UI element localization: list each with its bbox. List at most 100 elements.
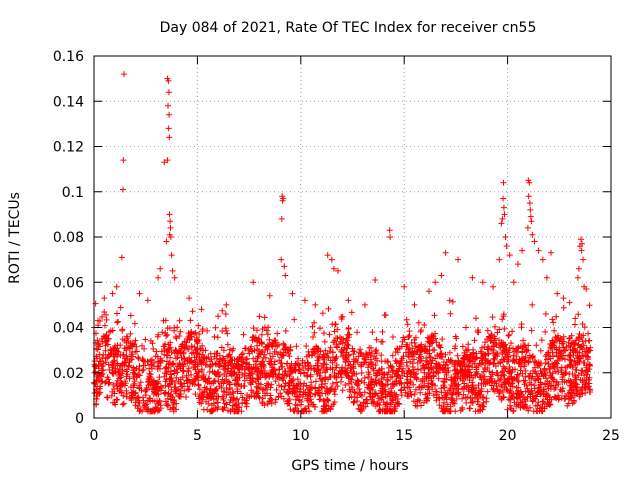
data-point [148, 408, 155, 415]
data-point [311, 329, 318, 336]
data-point [501, 376, 508, 382]
data-point [538, 337, 545, 344]
data-point [270, 366, 277, 373]
data-point [412, 350, 418, 357]
data-point [393, 378, 400, 385]
data-point [394, 396, 401, 402]
data-point [220, 397, 227, 403]
data-point [211, 369, 218, 376]
data-point [479, 355, 486, 362]
data-point [561, 395, 568, 402]
data-point [253, 394, 260, 401]
data-point [240, 331, 247, 338]
data-point [243, 403, 250, 410]
data-point [114, 319, 121, 326]
data-point [520, 337, 527, 344]
data-point [369, 394, 376, 401]
data-point [196, 399, 203, 406]
data-point [192, 375, 199, 382]
data-point [368, 360, 375, 367]
data-point [403, 373, 410, 380]
data-point [471, 337, 478, 344]
data-point [327, 374, 334, 381]
data-point [426, 343, 433, 350]
data-point [332, 321, 339, 327]
data-point [414, 366, 421, 373]
data-point [586, 376, 592, 383]
y-tick-label: 0 [75, 411, 84, 427]
data-point [165, 77, 172, 84]
data-point [255, 335, 262, 342]
data-point [278, 383, 285, 390]
data-point [393, 360, 400, 367]
data-point [326, 331, 333, 338]
data-point [441, 379, 448, 386]
data-point [464, 373, 471, 380]
data-point [452, 374, 459, 381]
data-point [426, 369, 433, 376]
data-point [311, 319, 318, 326]
x-tick-label: 25 [602, 428, 620, 444]
data-point [470, 351, 476, 358]
data-point [425, 395, 431, 401]
data-point [411, 356, 417, 363]
data-point [416, 383, 423, 390]
data-point [477, 348, 484, 355]
data-point [519, 247, 526, 254]
data-point [146, 395, 153, 402]
data-point [510, 352, 517, 359]
data-point [158, 348, 165, 355]
data-point [530, 408, 537, 415]
data-point [157, 265, 164, 272]
data-point [576, 334, 582, 340]
data-point [344, 337, 351, 344]
data-point [289, 368, 296, 375]
y-tick-label: 0.06 [53, 275, 84, 291]
data-point [550, 376, 557, 383]
data-point [223, 327, 230, 334]
data-point [239, 354, 246, 361]
data-point [129, 389, 136, 396]
data-point [176, 333, 183, 339]
data-point [207, 362, 214, 369]
data-point [212, 324, 219, 331]
data-point [401, 283, 408, 290]
data-point [340, 336, 347, 343]
data-point [388, 401, 394, 408]
data-point [213, 393, 220, 400]
data-point [155, 274, 162, 281]
data-point [568, 390, 575, 397]
data-point [213, 361, 219, 368]
data-point [167, 234, 174, 240]
data-point [551, 364, 558, 371]
data-point [301, 297, 308, 304]
data-point [455, 256, 461, 263]
data-point [460, 385, 467, 392]
data-point [205, 400, 212, 407]
data-point [465, 382, 472, 389]
data-point [164, 157, 171, 164]
data-point [475, 363, 482, 369]
data-point [110, 362, 117, 369]
data-point [411, 336, 418, 343]
data-point [222, 311, 229, 317]
data-point [452, 333, 459, 340]
data-point [147, 357, 154, 364]
data-point [200, 406, 207, 413]
data-point [379, 328, 386, 335]
data-point [162, 317, 169, 324]
data-point [119, 336, 126, 343]
data-point [295, 355, 302, 362]
data-point [212, 405, 219, 411]
data-point [391, 381, 398, 388]
data-point [436, 362, 443, 369]
data-point [286, 365, 293, 372]
data-point [500, 195, 507, 202]
data-point [206, 375, 213, 382]
data-point [406, 384, 413, 391]
data-point [160, 343, 167, 350]
data-point [453, 395, 460, 402]
data-point [185, 376, 192, 383]
y-axis-label: ROTI / TECUs [7, 192, 23, 284]
x-axis-label: GPS time / hours [291, 458, 408, 474]
